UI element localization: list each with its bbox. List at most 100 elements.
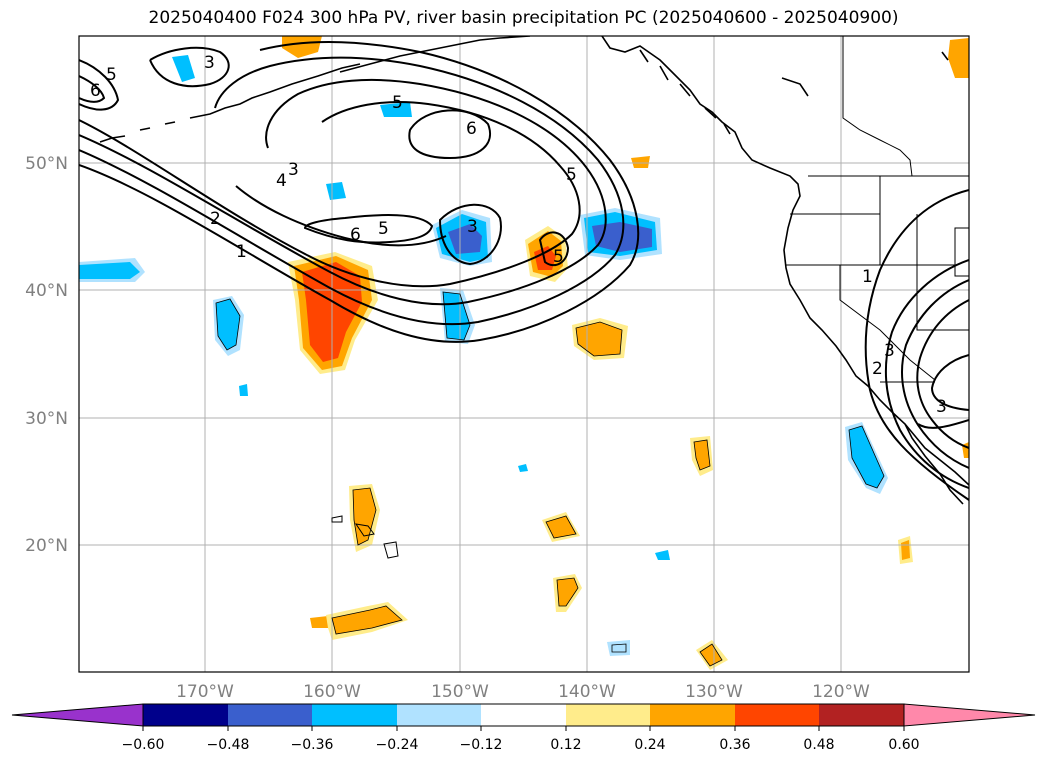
pv-contour-label: 3: [884, 341, 895, 361]
colorbar-tick-label: −0.36: [291, 737, 334, 753]
precip-negative-blob: [79, 262, 140, 279]
colorbar-segment: [397, 704, 481, 726]
pv-contour-label: 5: [378, 219, 389, 239]
colorbar-tick-label: −0.60: [122, 737, 165, 753]
colorbar-segment: [481, 704, 566, 726]
precip-negative-blob: [607, 640, 630, 656]
precip-negative-blob: [326, 182, 346, 200]
lon-label: 160°W: [303, 682, 361, 702]
pv-contour-line: [408, 109, 491, 160]
pv-contour-line: [79, 41, 640, 343]
pv-contour-line: [79, 78, 607, 306]
precip-positive-blob: [557, 578, 578, 606]
pv-contour-label: 5: [392, 93, 403, 113]
pv-contour-label: 6: [90, 81, 101, 101]
pv-contour-labels: 5 6 3 5 6 3 4 5 6 2 1 3 5 5 1 2 3 3: [90, 53, 947, 417]
pv-contour-label: 3: [204, 53, 215, 73]
colorbar-tick-label: 0.60: [888, 737, 919, 753]
precip-negative-blob: [655, 550, 670, 560]
colorbar-tick-label: −0.12: [460, 737, 503, 753]
lat-label: 30°N: [25, 409, 68, 429]
pv-contour-line: [864, 189, 969, 501]
precip-negative-blob: [849, 426, 884, 488]
gridlines: [79, 36, 969, 672]
lon-label: 140°W: [558, 682, 616, 702]
pv-contour-line: [79, 101, 581, 288]
colorbar-tick-label: 0.36: [719, 737, 750, 753]
colorbar-segment: [650, 704, 735, 726]
lat-label: 40°N: [25, 281, 68, 301]
map-frame: [78, 35, 970, 673]
precip-negative-blob: [216, 299, 240, 350]
pv-contours: [79, 41, 969, 501]
pv-contour-line: [79, 56, 625, 326]
baja-california-coast: [904, 423, 964, 505]
lon-label: 120°W: [812, 682, 870, 702]
precip-positive-blob: [901, 540, 910, 560]
lon-label: 170°W: [176, 682, 234, 702]
colorbar: −0.60 −0.48 −0.36 −0.24 −0.12 0.12 0.24 …: [11, 703, 1036, 753]
precip-positive-blob: [694, 440, 710, 470]
pv-contour-label: 2: [210, 209, 221, 229]
lat-label: 50°N: [25, 154, 68, 174]
precip-negative-blob: [239, 384, 248, 396]
precip-positive-blob: [631, 156, 650, 168]
latitude-labels: 50°N 40°N 30°N 20°N: [25, 154, 68, 556]
colorbar-segment: [566, 704, 650, 726]
colorbar-tick-labels: −0.60 −0.48 −0.36 −0.24 −0.12 0.12 0.24 …: [122, 737, 920, 753]
pv-contour-label: 3: [467, 217, 478, 237]
map-background: [79, 36, 969, 672]
colorbar-segment: [819, 704, 904, 726]
colorbar-tick-label: 0.24: [634, 737, 665, 753]
precip-positive-blob: [948, 38, 969, 78]
precip-outlines: [215, 291, 885, 667]
colorbar-segment: [143, 704, 228, 726]
map-title: 2025040400 F024 300 hPa PV, river basin …: [148, 8, 899, 28]
colorbar-ticks: [142, 726, 905, 731]
pv-contour-line: [79, 75, 106, 103]
pv-contour-line: [901, 279, 969, 469]
lon-label: 150°W: [431, 682, 489, 702]
pv-contour-label: 5: [566, 165, 577, 185]
pv-contour-label: 1: [236, 242, 247, 262]
pv-contour-label: 3: [936, 397, 947, 417]
alaska-canada-border: [842, 36, 913, 177]
pv-contour-line: [930, 354, 969, 411]
pv-contour-line: [303, 214, 434, 244]
colorbar-tick-label: 0.12: [550, 737, 581, 753]
longitude-labels: 170°W 160°W 150°W 140°W 130°W 120°W: [176, 682, 870, 702]
colorbar-tick-label: 0.48: [803, 737, 834, 753]
colorbar-segment: [312, 704, 397, 726]
precip-negative-blob: [172, 55, 195, 82]
borders: [331, 36, 969, 559]
pv-contour-line: [538, 231, 570, 267]
precip-positive-blob: [546, 516, 576, 538]
us-state-borders: [786, 176, 969, 383]
precip-negative-blob: [448, 224, 482, 254]
pv-contour-label: 6: [466, 119, 477, 139]
hawaii-islands: [331, 515, 399, 559]
pv-contour-label: 6: [350, 225, 361, 245]
precip-positive-blob: [332, 606, 402, 634]
pv-contour-line: [149, 46, 230, 88]
colorbar-left-extension: [11, 703, 144, 727]
pv-contour-line: [917, 419, 969, 429]
pv-contour-label: 5: [553, 247, 564, 267]
pv-contour-line: [79, 59, 120, 111]
colorbar-right-extension: [903, 703, 1036, 727]
pv-contour-label: 3: [288, 160, 299, 180]
precip-positive-blob: [700, 644, 722, 666]
precip-negative-blob: [518, 464, 528, 472]
lon-label: 130°W: [685, 682, 743, 702]
colorbar-segment: [735, 704, 819, 726]
pv-contour-line: [235, 185, 447, 247]
colorbar-segment: [228, 704, 312, 726]
pv-contour-label: 5: [106, 65, 117, 85]
pv-contour-line: [916, 299, 969, 449]
pv-contour-line: [438, 203, 502, 266]
precip-positive-blob: [310, 616, 330, 628]
pv-contour-label: 1: [862, 267, 873, 287]
pv-contour-label: 2: [872, 359, 883, 379]
alaska-peninsula: [339, 36, 531, 73]
